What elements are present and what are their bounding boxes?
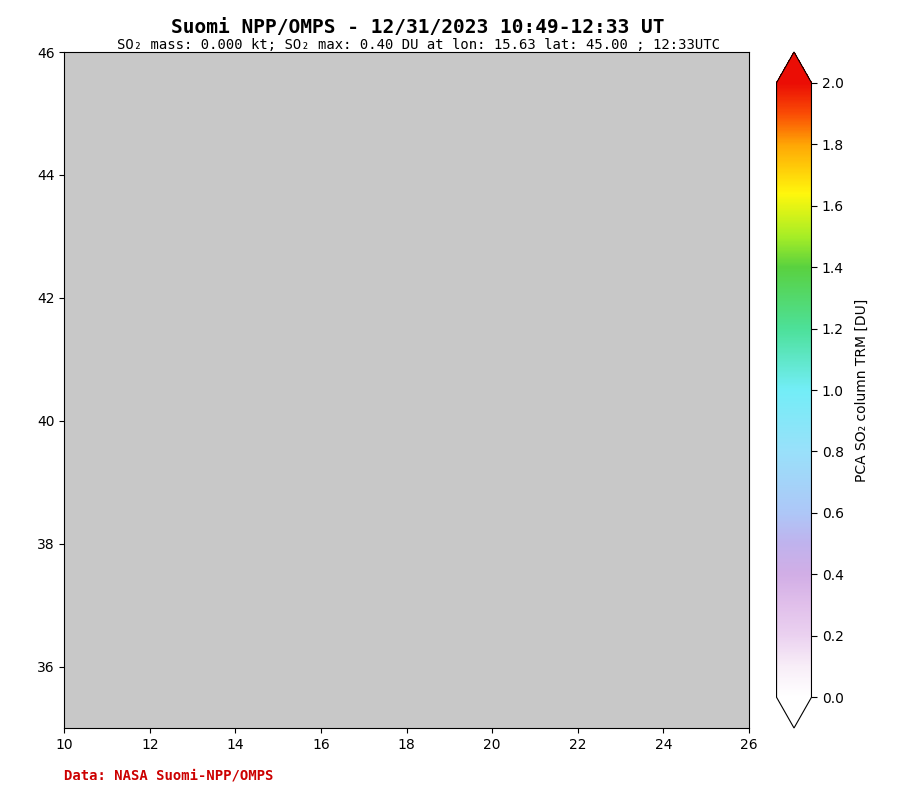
Text: Data: NASA Suomi-NPP/OMPS: Data: NASA Suomi-NPP/OMPS — [64, 768, 274, 782]
Text: SO₂ mass: 0.000 kt; SO₂ max: 0.40 DU at lon: 15.63 lat: 45.00 ; 12:33UTC: SO₂ mass: 0.000 kt; SO₂ max: 0.40 DU at … — [117, 38, 720, 53]
PathPatch shape — [777, 52, 811, 82]
PathPatch shape — [777, 698, 811, 728]
Y-axis label: PCA SO₂ column TRM [DU]: PCA SO₂ column TRM [DU] — [856, 298, 869, 482]
Text: Suomi NPP/OMPS - 12/31/2023 10:49-12:33 UT: Suomi NPP/OMPS - 12/31/2023 10:49-12:33 … — [172, 18, 664, 37]
